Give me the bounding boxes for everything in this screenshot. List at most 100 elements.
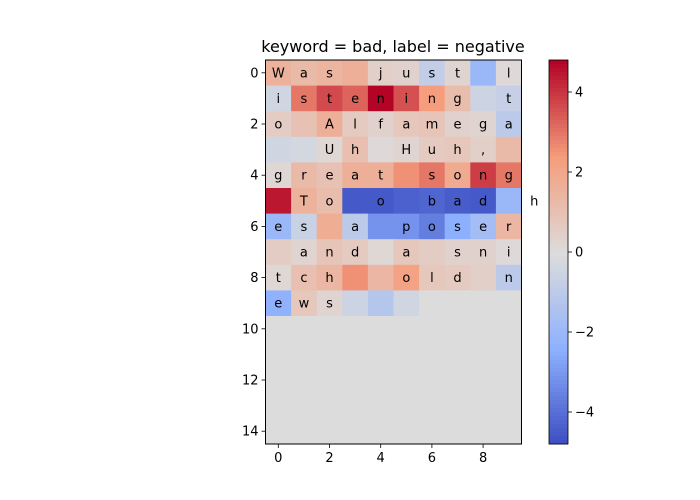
y-tick-label: 4: [250, 169, 258, 184]
colorbar-segment: [549, 84, 568, 89]
heatmap-cell: [265, 418, 292, 445]
heatmap-cell: [342, 162, 369, 189]
colorbar-segment: [549, 96, 568, 101]
heatmap-cell: [291, 341, 318, 368]
cell-character: s: [429, 169, 436, 184]
heatmap-cell: [444, 264, 471, 291]
heatmap-cell: [470, 316, 497, 342]
cell-character: e: [351, 92, 359, 107]
heatmap-cell: [470, 136, 497, 163]
y-axis: 0 2 4 6 8 10 12 14: [242, 66, 266, 440]
heatmap-cell: [265, 188, 292, 214]
colorbar-segment: [549, 312, 568, 317]
heatmap-cell: [470, 111, 497, 138]
x-tick-label: 0: [274, 451, 282, 466]
heatmap-cell: [419, 239, 446, 266]
cell-character: o: [274, 118, 282, 133]
heatmap-cell: [367, 111, 394, 138]
y-tick-label: 6: [250, 220, 258, 235]
heatmap-cell: [495, 316, 522, 342]
heatmap-cell: [316, 85, 343, 112]
heatmap-cell: [342, 418, 369, 445]
cell-character: a: [351, 169, 359, 184]
cell-character: g: [453, 92, 461, 107]
colorbar-segment: [549, 436, 568, 441]
colorbar-segment: [549, 300, 568, 305]
heatmap-cell: [393, 264, 420, 291]
heatmap-cell: [393, 188, 420, 214]
heatmap-cell: [470, 239, 497, 266]
colorbar-tick-label: −2: [575, 326, 594, 341]
heatmap-cell: [367, 418, 394, 445]
heatmap-cell: [291, 392, 318, 419]
cell-character: u: [428, 143, 436, 158]
colorbar-segment: [549, 360, 568, 365]
colorbar-segment: [549, 224, 568, 229]
colorbar-segment: [549, 420, 568, 425]
cell-character: l: [430, 271, 434, 286]
heatmap-cell: [419, 418, 446, 445]
cell-character: W: [272, 66, 285, 81]
colorbar-segment: [549, 192, 568, 197]
cell-character: s: [301, 92, 308, 107]
colorbar-segment: [549, 308, 568, 313]
heatmap-cell: [265, 111, 292, 138]
colorbar-segment: [549, 92, 568, 97]
colorbar-segment: [549, 296, 568, 301]
heatmap-cell: [393, 85, 420, 112]
cell-character: a: [300, 66, 308, 81]
heatmap-cell: [342, 290, 369, 317]
cell-character: l: [507, 66, 511, 81]
colorbar-segment: [549, 340, 568, 345]
colorbar-segment: [549, 60, 568, 65]
colorbar-segment: [549, 156, 568, 161]
colorbar-segment: [549, 292, 568, 297]
colorbar-segment: [549, 424, 568, 429]
heatmap-cell: [470, 162, 497, 189]
colorbar-tick-label: 2: [575, 166, 583, 181]
heatmap-cell: [367, 239, 394, 266]
heatmap-cell: [367, 264, 394, 291]
heatmap-cell: [342, 367, 369, 394]
heatmap-cell: [393, 418, 420, 445]
heatmap-cell: [291, 290, 318, 317]
colorbar-segment: [549, 272, 568, 277]
heatmap-cell: [419, 341, 446, 368]
heatmap-cell: [495, 392, 522, 419]
colorbar-segment: [549, 440, 568, 445]
cell-character: e: [326, 169, 334, 184]
heatmap-cell: [444, 418, 471, 445]
heatmap-cell: [419, 188, 446, 214]
heatmap-cell: [444, 188, 471, 214]
heatmap-cell: [495, 136, 522, 163]
colorbar-tick-label: −4: [575, 406, 594, 421]
cell-character: i: [276, 92, 280, 107]
heatmap-cell: [444, 316, 471, 342]
colorbar-tick-label: 4: [575, 86, 583, 101]
heatmap-cell: [342, 188, 369, 214]
heatmap-cell: [419, 316, 446, 342]
heatmap-cell: [444, 213, 471, 240]
heatmap-cell: [495, 264, 522, 291]
cell-character: s: [454, 246, 461, 261]
heatmap-cell: [444, 290, 471, 317]
colorbar-segment: [549, 256, 568, 261]
heatmap-cell: [367, 85, 394, 112]
heatmap-cell: [393, 392, 420, 419]
heatmap-cell: [342, 316, 369, 342]
colorbar-segment: [549, 352, 568, 357]
cell-character: i: [404, 92, 408, 107]
heatmap-cell: [291, 85, 318, 112]
cell-character: l: [353, 118, 357, 133]
cell-character: a: [454, 194, 462, 209]
heatmap-cell: [495, 341, 522, 368]
heatmap-cell: [470, 392, 497, 419]
colorbar-segment: [549, 416, 568, 421]
heatmap-cell: [393, 111, 420, 138]
cell-character: f: [378, 118, 383, 133]
heatmap-cell: [444, 162, 471, 189]
heatmap-cell: [265, 85, 292, 112]
heatmap-cell: [367, 367, 394, 394]
colorbar-segment: [549, 376, 568, 381]
cell-character: w: [299, 297, 310, 312]
